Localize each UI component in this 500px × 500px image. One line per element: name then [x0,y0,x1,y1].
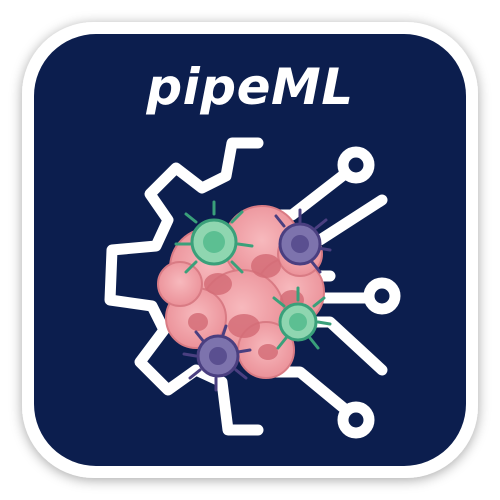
tumor-nucleus [188,313,208,331]
app-title: pipeML [0,62,500,112]
tumor-nucleus [228,314,260,338]
tumor-nucleus [258,344,278,360]
tumor-cell [158,262,202,306]
tumor-nucleus [251,254,281,278]
tumor-nucleus [204,273,232,295]
